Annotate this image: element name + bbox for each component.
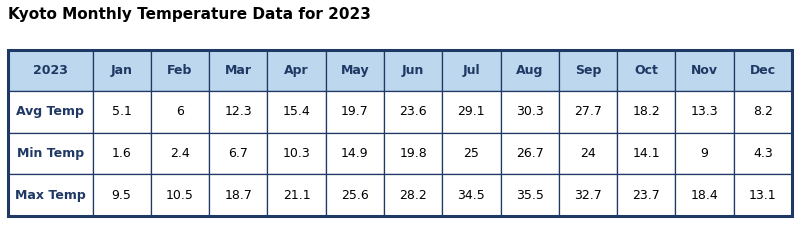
Text: Oct: Oct xyxy=(634,64,658,77)
Text: 27.7: 27.7 xyxy=(574,106,602,118)
Text: 4.3: 4.3 xyxy=(753,147,773,160)
Text: Jan: Jan xyxy=(110,64,133,77)
Text: 2023: 2023 xyxy=(33,64,68,77)
Text: 35.5: 35.5 xyxy=(516,189,544,202)
Text: 13.1: 13.1 xyxy=(749,189,777,202)
Text: Jul: Jul xyxy=(462,64,480,77)
Text: Kyoto Monthly Temperature Data for 2023: Kyoto Monthly Temperature Data for 2023 xyxy=(8,7,371,22)
Text: 9: 9 xyxy=(701,147,709,160)
Text: 10.3: 10.3 xyxy=(282,147,310,160)
Text: 14.9: 14.9 xyxy=(341,147,369,160)
Text: 6.7: 6.7 xyxy=(228,147,248,160)
Text: 10.5: 10.5 xyxy=(166,189,194,202)
Text: Max Temp: Max Temp xyxy=(15,189,86,202)
Text: 23.6: 23.6 xyxy=(399,106,427,118)
Text: 24: 24 xyxy=(580,147,596,160)
Text: 18.7: 18.7 xyxy=(224,189,252,202)
Text: 28.2: 28.2 xyxy=(399,189,427,202)
Text: 12.3: 12.3 xyxy=(225,106,252,118)
Text: Feb: Feb xyxy=(167,64,193,77)
Text: 30.3: 30.3 xyxy=(516,106,543,118)
Text: 21.1: 21.1 xyxy=(282,189,310,202)
Text: 8.2: 8.2 xyxy=(753,106,773,118)
Text: 32.7: 32.7 xyxy=(574,189,602,202)
Text: 18.2: 18.2 xyxy=(633,106,660,118)
Text: 19.8: 19.8 xyxy=(399,147,427,160)
Text: Jun: Jun xyxy=(402,64,424,77)
Text: 5.1: 5.1 xyxy=(112,106,132,118)
Text: 18.4: 18.4 xyxy=(690,189,718,202)
Text: Min Temp: Min Temp xyxy=(17,147,84,160)
Text: 2.4: 2.4 xyxy=(170,147,190,160)
Text: Mar: Mar xyxy=(225,64,252,77)
Text: 6: 6 xyxy=(176,106,184,118)
Text: 26.7: 26.7 xyxy=(516,147,543,160)
Text: 13.3: 13.3 xyxy=(690,106,718,118)
Text: Nov: Nov xyxy=(691,64,718,77)
Text: 9.5: 9.5 xyxy=(112,189,132,202)
Text: 1.6: 1.6 xyxy=(112,147,131,160)
Text: 19.7: 19.7 xyxy=(341,106,369,118)
Text: Dec: Dec xyxy=(750,64,776,77)
Text: Apr: Apr xyxy=(284,64,309,77)
Text: Avg Temp: Avg Temp xyxy=(16,106,84,118)
Text: 15.4: 15.4 xyxy=(282,106,310,118)
Text: 25: 25 xyxy=(463,147,479,160)
Text: 14.1: 14.1 xyxy=(633,147,660,160)
Text: Aug: Aug xyxy=(516,64,543,77)
Text: 25.6: 25.6 xyxy=(341,189,369,202)
Text: Sep: Sep xyxy=(574,64,601,77)
Text: 23.7: 23.7 xyxy=(633,189,660,202)
Text: May: May xyxy=(341,64,369,77)
Text: 34.5: 34.5 xyxy=(458,189,486,202)
Text: 29.1: 29.1 xyxy=(458,106,486,118)
